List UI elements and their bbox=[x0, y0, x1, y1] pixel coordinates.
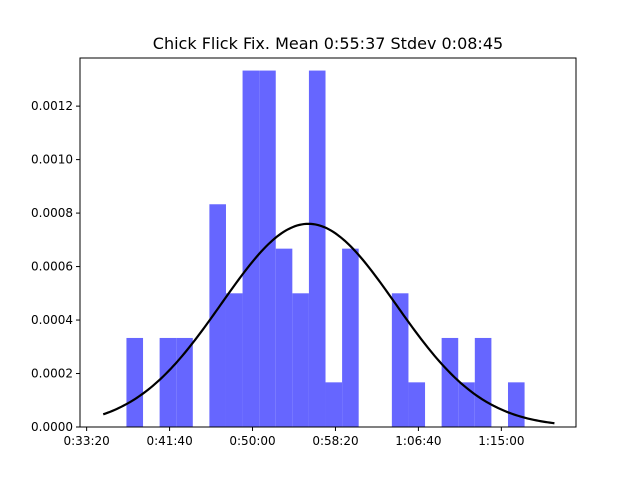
histogram-bar-6 bbox=[225, 293, 243, 427]
y-tick-label-3: 0.0006 bbox=[31, 260, 73, 274]
y-tick-label-1: 0.0002 bbox=[31, 367, 73, 381]
histogram-bar-12 bbox=[325, 382, 343, 427]
histogram-bar-20 bbox=[458, 382, 475, 427]
y-axis: 0.0000 0.0002 0.0004 0.0006 0.0008 0.0010 0.00… bbox=[31, 99, 80, 434]
histogram-bar-5 bbox=[209, 204, 226, 427]
x-tick-label-3: 0:58:20 bbox=[312, 434, 358, 448]
normal-curve bbox=[102, 222, 555, 425]
histogram-bar-17 bbox=[408, 382, 426, 427]
x-tick-label-2: 0:50:00 bbox=[229, 434, 275, 448]
chart-title: Chick Flick Fix. Mean 0:55:37 Stdev 0:08… bbox=[153, 34, 503, 53]
histogram-bars bbox=[126, 70, 525, 428]
y-tick-label-6: 0.0012 bbox=[31, 99, 73, 113]
histogram-bar-0 bbox=[126, 337, 144, 427]
x-axis: 0:33:20 0:41:40 0:50:00 0:58:20 1:06:40 1:15:… bbox=[64, 427, 524, 448]
y-tick-label-4: 0.0008 bbox=[31, 206, 73, 220]
y-tick-label-5: 0.0010 bbox=[31, 153, 73, 167]
histogram-bar-9 bbox=[275, 248, 293, 427]
y-tick-label-2: 0.0004 bbox=[31, 313, 73, 327]
histogram-bar-11 bbox=[308, 70, 326, 428]
x-tick-label-4: 1:06:40 bbox=[395, 434, 441, 448]
histogram-bar-23 bbox=[507, 382, 525, 427]
histogram-bar-10 bbox=[292, 293, 309, 427]
x-tick-label-5: 1:15:00 bbox=[478, 434, 524, 448]
histogram-bar-19 bbox=[441, 337, 459, 427]
histogram-bar-16 bbox=[391, 293, 409, 427]
histogram-bar-8 bbox=[259, 70, 276, 428]
histogram-bar-13 bbox=[342, 248, 359, 427]
x-tick-label-1: 0:41:40 bbox=[146, 434, 192, 448]
histogram-bar-2 bbox=[159, 337, 177, 427]
y-tick-label-0: 0.0000 bbox=[31, 420, 73, 434]
histogram-bar-3 bbox=[176, 337, 193, 427]
axes-frame bbox=[79, 57, 577, 428]
x-tick-label-0: 0:33:20 bbox=[64, 434, 110, 448]
histogram-bar-21 bbox=[474, 337, 492, 427]
histogram-bar-7 bbox=[242, 70, 260, 428]
